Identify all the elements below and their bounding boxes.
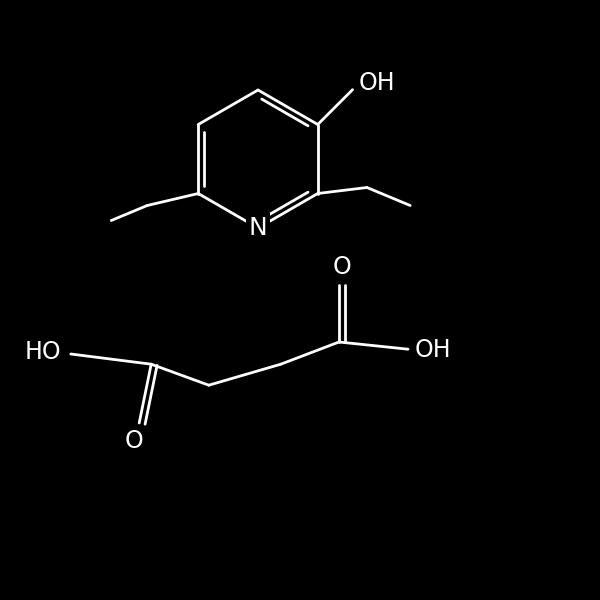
Text: OH: OH xyxy=(415,338,452,362)
Text: O: O xyxy=(332,255,352,279)
Text: O: O xyxy=(125,429,144,453)
Text: HO: HO xyxy=(25,340,62,364)
Text: OH: OH xyxy=(358,70,395,94)
Text: N: N xyxy=(248,216,268,240)
